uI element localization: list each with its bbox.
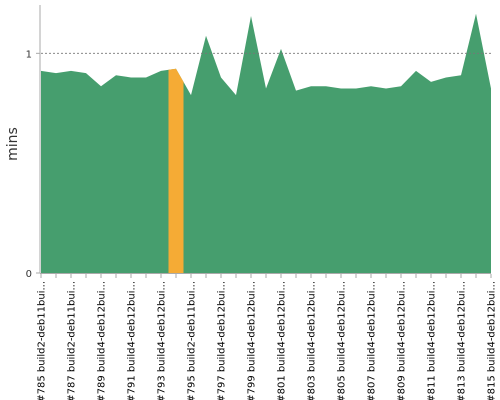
x-tick-label[interactable]: #801 build4-deb12bui... <box>277 281 288 400</box>
highlighted-build-segment[interactable] <box>168 68 184 273</box>
x-axis: #785 build2-deb11bui... #787 build2-deb11… <box>37 274 498 400</box>
x-tick-label[interactable]: #787 build2-deb11bui... <box>67 281 78 400</box>
x-tick-label[interactable]: #815 build4-deb12bui... <box>487 281 498 400</box>
x-tick-label[interactable]: #795 build2-deb11bui... <box>187 281 198 400</box>
plot-area <box>39 5 491 274</box>
x-tick-label[interactable]: #805 build4-deb12bui... <box>337 281 348 400</box>
x-tick-label[interactable]: #797 build4-deb12bui... <box>217 281 228 400</box>
x-tick-label[interactable]: #799 build4-deb12bui... <box>247 281 258 400</box>
x-tick-label[interactable]: #789 build4-deb12bui... <box>97 281 108 400</box>
y-axis: 01 <box>26 49 40 280</box>
x-tick-label[interactable]: #807 build4-deb12bui... <box>367 281 378 400</box>
x-tick-label[interactable]: #809 build4-deb12bui... <box>397 281 408 400</box>
x-tick-label[interactable]: #811 build4-deb12bui... <box>427 281 438 400</box>
x-tick-label[interactable]: #813 build4-deb12bui... <box>457 281 468 400</box>
y-tick-label: 1 <box>26 49 32 60</box>
x-tick-label[interactable]: #791 build4-deb12bui... <box>127 281 138 400</box>
y-axis-label: mins <box>5 127 21 161</box>
x-tick-label[interactable]: #793 build4-deb12bui... <box>157 281 168 400</box>
y-tick-label: 0 <box>26 269 32 280</box>
x-tick-label[interactable]: #803 build4-deb12bui... <box>307 281 318 400</box>
duration-area-series <box>41 13 491 273</box>
x-tick-label[interactable]: #785 build2-deb11bui... <box>37 281 48 400</box>
